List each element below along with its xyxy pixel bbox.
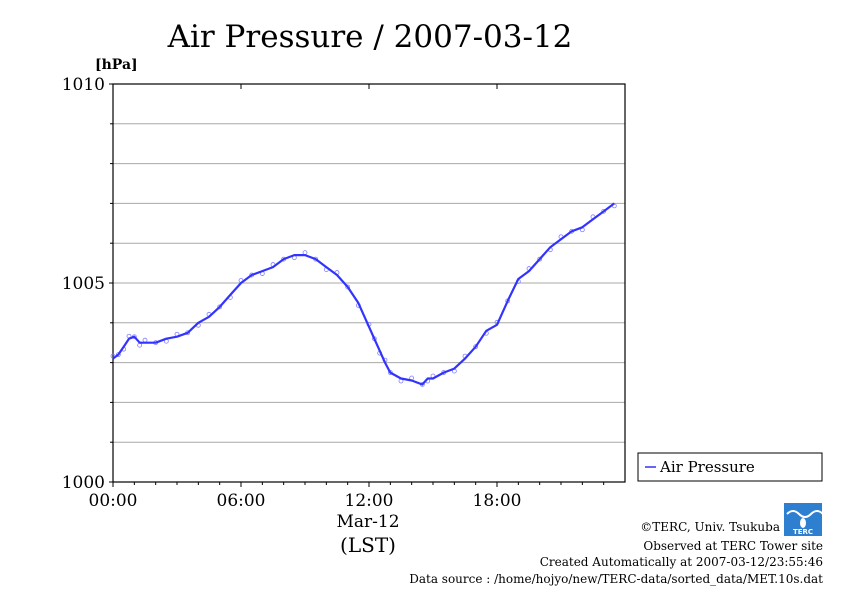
- x-tick-label: 18:00: [473, 491, 522, 511]
- data-point: [345, 284, 351, 290]
- y-tick-label: 1000: [62, 473, 105, 493]
- y-axis-unit: [hPa]: [95, 57, 138, 73]
- data-point: [601, 208, 607, 214]
- observed-text: Observed at TERC Tower site: [643, 539, 823, 553]
- legend: Air Pressure: [637, 452, 823, 482]
- data-point: [537, 256, 543, 262]
- y-tick-label: 1010: [62, 75, 105, 95]
- series-layer: [110, 202, 617, 387]
- copyright-text: ©TERC, Univ. Tsukuba: [640, 520, 780, 534]
- legend-label: Air Pressure: [659, 458, 755, 476]
- terc-logo: TERC: [784, 503, 824, 536]
- x-axis-ticks: 00:00 06:00 12:00 18:00: [89, 84, 605, 511]
- source-text: Data source : /home/hojyo/new/TERC-data/…: [409, 572, 823, 586]
- logo-text: TERC: [793, 528, 813, 536]
- created-text: Created Automatically at 2007-03-12/23:5…: [540, 555, 823, 569]
- x-axis-date-label: Mar-12: [336, 512, 399, 532]
- logo-drop: [800, 518, 806, 528]
- y-axis-ticks: 1000 1005 1010: [62, 75, 113, 493]
- legend-box: [637, 452, 823, 482]
- chart-title: Air Pressure / 2007-03-12: [167, 19, 573, 55]
- data-point: [473, 344, 479, 350]
- x-axis-title: (LST): [340, 533, 396, 557]
- data-point: [217, 304, 223, 310]
- logo-wave: [786, 510, 824, 518]
- y-tick-label: 1005: [62, 274, 105, 294]
- x-tick-label: 06:00: [217, 491, 266, 511]
- x-tick-label: 12:00: [345, 491, 394, 511]
- x-tick-label: 00:00: [89, 491, 138, 511]
- grid-lines: [113, 123, 625, 443]
- series-line: [112, 202, 615, 386]
